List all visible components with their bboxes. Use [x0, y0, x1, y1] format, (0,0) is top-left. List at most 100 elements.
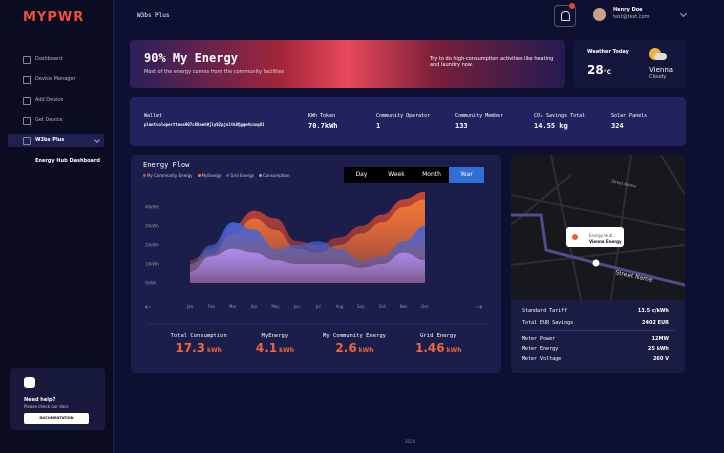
x-tick-label: Sep [357, 304, 365, 309]
subnav-item[interactable]: Energy Hub Dashboard [35, 158, 100, 164]
legend-dot [197, 174, 201, 177]
x-tick-label: Dec [421, 304, 429, 309]
banner-subtitle: Most of the energy comes from the commun… [144, 69, 285, 75]
info-label: Total EUR Savings [522, 320, 574, 326]
stat-label: Community Operator [376, 113, 431, 119]
footer: 2024 [405, 439, 416, 444]
total-label: Total Consumption [170, 333, 227, 339]
help-text: Please check our docs [24, 404, 69, 409]
stat-value: 133 [455, 122, 468, 130]
legend-item: Consumption [259, 173, 290, 178]
page-title: W3bs Plus [137, 12, 170, 19]
y-tick-label: 40kWh [145, 205, 159, 210]
nav-item[interactable]: Get Device [35, 116, 63, 123]
stat-label: CO₂ Savings Total [534, 113, 586, 119]
legend-dot [259, 174, 263, 177]
total-label: MyEnergy [261, 333, 289, 339]
stat-value: 14.55 kg [534, 122, 568, 130]
total-value: 17.3 kWh [171, 341, 227, 355]
weather-temp: 28°C [587, 63, 611, 77]
x-tick-label: May [271, 304, 280, 309]
x-tick-label: Jun [293, 304, 301, 309]
docs-button[interactable]: DOCUMENTATION [24, 413, 89, 424]
stat-value: 70.7kWh [308, 122, 338, 130]
stat-value: plmntvolopertteos907c88aeh0jly82pjn1tk8@… [144, 122, 265, 127]
x-tick-label: Nov [400, 304, 408, 309]
info-label: Meter Voltage [522, 356, 562, 362]
map [511, 155, 685, 300]
total-label: My Community Energy [323, 333, 386, 339]
banner: 90% My Energy Most of the energy comes f… [130, 40, 565, 88]
period-button[interactable]: Week [388, 171, 405, 178]
banner-tip: Try to do high-consumption activities li… [430, 56, 554, 68]
legend-text: Grid Energy [230, 173, 255, 178]
x-tick-label: Oct [379, 304, 386, 309]
nav-icon [23, 116, 31, 125]
user-name: Henry Doe [613, 7, 643, 13]
nav-icon [23, 56, 31, 64]
period-button[interactable]: Year [449, 167, 484, 183]
info-label: Meter Power [522, 336, 556, 342]
stat-value: 1 [376, 122, 381, 130]
stat-label: Solar Panels [611, 113, 648, 119]
y-tick-label: 20kWh [145, 243, 159, 248]
banner-title: 90% My Energy [144, 51, 238, 65]
legend-item: Grid Energy [226, 173, 254, 178]
number: 2.6 [335, 341, 357, 355]
total: Grid Energy 1.46 kWh [415, 333, 462, 355]
marker-name: Vienna Energy [589, 239, 622, 244]
help-card: Need help? Please check our docs DOCUMEN… [10, 368, 105, 430]
stat-value: 324 [611, 122, 624, 130]
legend-text: My Community Energy [147, 173, 193, 178]
energy-flow-title: Energy Flow [143, 161, 190, 169]
unit: kWh [279, 347, 294, 354]
info-value: 13.5 c/kWh [637, 308, 669, 314]
stats-bar: Wallet plmntvolopertteos907c88aeh0jly82pj… [130, 97, 686, 146]
divider [521, 330, 675, 331]
period-button[interactable]: Day [355, 171, 368, 178]
bell-button[interactable] [554, 3, 576, 27]
legend-item: My Community Energy [143, 173, 193, 178]
nav-item[interactable]: W3bs Plus [35, 137, 65, 144]
user-email: test@test.com [613, 14, 650, 20]
unit: kWh [358, 347, 374, 354]
stat-label: KWh Token [308, 113, 336, 119]
nav-icon [23, 137, 31, 146]
total: Total Consumption 17.3 kWh [171, 333, 227, 355]
sidebar: MYPWR Energy Hub Dashboard Need help? Pl… [0, 0, 114, 453]
legend-text: Consumption [263, 173, 290, 178]
weather-card: Weather Today 28°C Vienna Cloudy [573, 40, 686, 88]
nav-icon [23, 76, 31, 85]
weather-label: Weather Today [587, 49, 629, 55]
x-tick-label: Apr [251, 304, 258, 309]
area [190, 248, 425, 283]
cloud-icon [654, 53, 667, 60]
legend-item: MyEnergy [197, 173, 222, 178]
y-tick-label: 0kWh [145, 281, 157, 286]
nav-item[interactable]: Dashboard [35, 56, 63, 62]
user-menu-chevron[interactable] [679, 9, 688, 18]
arrow-right [476, 305, 483, 309]
info-label: Meter Energy [522, 346, 559, 352]
legend-dot [226, 174, 230, 177]
avatar[interactable] [593, 8, 606, 21]
y-tick-label: 10kWh [145, 262, 159, 267]
info-value: 260 V [652, 356, 669, 362]
nav-item[interactable]: Add Device [35, 96, 64, 103]
y-tick-label: 30kWh [145, 224, 159, 229]
number: 1.46 [414, 341, 445, 355]
arrow-left [144, 305, 151, 309]
temp: 28 [587, 63, 604, 77]
number: 4.1 [255, 341, 278, 355]
nav-item[interactable]: Device Manager [35, 76, 76, 83]
unit: kWh [207, 347, 222, 354]
period-button[interactable]: Month [422, 171, 441, 178]
x-tick-label: Mar [229, 304, 237, 309]
legend-text: MyEnergy [201, 173, 222, 178]
x-tick-label: Aug [336, 304, 344, 309]
info-value: 2402 EUR [642, 320, 669, 326]
help-title: Need help? [24, 397, 56, 403]
info-value: 12MW [651, 336, 669, 342]
number: 17.3 [175, 341, 206, 355]
